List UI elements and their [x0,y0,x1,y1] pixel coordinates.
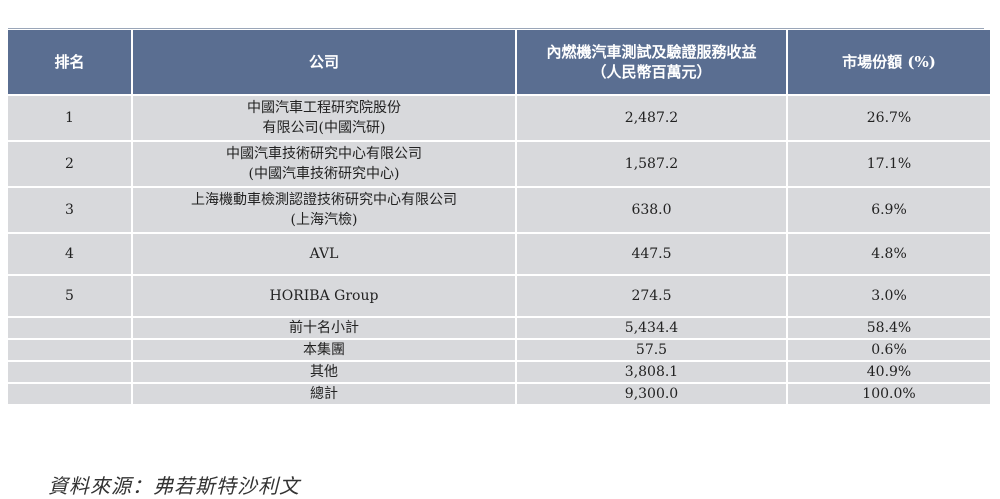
revenue-cell: 9,300.0 [517,384,786,404]
company-name: 上海機動車檢測認證技術研究中心有限公司 [191,192,457,208]
share-cell: 4.8% [788,234,990,274]
revenue-cell: 2,487.2 [517,96,786,140]
company-cell: 中國汽車工程研究院股份 有限公司(中國汽研) [133,96,515,140]
revenue-cell: 3,808.1 [517,362,786,382]
header-revenue-title: 內燃機汽車測試及驗證服務收益 [546,43,757,61]
empty-rank-cell [8,318,131,338]
table-row: 5 HORIBA Group 274.5 3.0% [8,276,990,316]
summary-row: 總計 9,300.0 100.0% [8,384,990,404]
empty-rank-cell [8,384,131,404]
summary-label: 本集團 [133,340,515,360]
company-cell: 中國汽車技術研究中心有限公司 (中國汽車技術研究中心) [133,142,515,186]
header-rank: 排名 [8,30,131,94]
empty-rank-cell [8,362,131,382]
summary-row: 本集團 57.5 0.6% [8,340,990,360]
company-cell: AVL [133,234,515,274]
summary-row: 其他 3,808.1 40.9% [8,362,990,382]
header-revenue-unit: （人民幣百萬元） [591,63,712,81]
company-name: HORIBA Group [269,288,379,304]
company-name: 中國汽車技術研究中心有限公司 [226,146,422,162]
summary-label: 總計 [133,384,515,404]
rank-cell: 1 [8,96,131,140]
source-note: 資料來源：弗若斯特沙利文 [48,474,300,498]
rank-cell: 3 [8,188,131,232]
table-top-rule [8,28,984,29]
header-revenue: 內燃機汽車測試及驗證服務收益 （人民幣百萬元） [517,30,786,94]
market-ranking-table: 排名 公司 內燃機汽車測試及驗證服務收益 （人民幣百萬元） 市場份額 (%) 1… [6,28,992,406]
company-name-cont: (中國汽車技術研究中心) [248,166,400,182]
revenue-cell: 447.5 [517,234,786,274]
revenue-cell: 274.5 [517,276,786,316]
share-cell: 0.6% [788,340,990,360]
table-row: 1 中國汽車工程研究院股份 有限公司(中國汽研) 2,487.2 26.7% [8,96,990,140]
revenue-cell: 57.5 [517,340,786,360]
company-name-cont: 有限公司(中國汽研) [262,120,386,136]
share-cell: 58.4% [788,318,990,338]
header-company: 公司 [133,30,515,94]
header-market-share: 市場份額 (%) [788,30,990,94]
table-row: 2 中國汽車技術研究中心有限公司 (中國汽車技術研究中心) 1,587.2 17… [8,142,990,186]
share-cell: 3.0% [788,276,990,316]
company-cell: 上海機動車檢測認證技術研究中心有限公司 (上海汽檢) [133,188,515,232]
rank-cell: 5 [8,276,131,316]
company-name: AVL [309,246,339,262]
table-row: 3 上海機動車檢測認證技術研究中心有限公司 (上海汽檢) 638.0 6.9% [8,188,990,232]
share-cell: 17.1% [788,142,990,186]
company-cell: HORIBA Group [133,276,515,316]
table-header-row: 排名 公司 內燃機汽車測試及驗證服務收益 （人民幣百萬元） 市場份額 (%) [8,30,990,94]
company-name: 中國汽車工程研究院股份 [247,100,401,116]
summary-label: 其他 [133,362,515,382]
share-cell: 40.9% [788,362,990,382]
revenue-cell: 638.0 [517,188,786,232]
summary-label: 前十名小計 [133,318,515,338]
rank-cell: 2 [8,142,131,186]
empty-rank-cell [8,340,131,360]
rank-cell: 4 [8,234,131,274]
share-cell: 26.7% [788,96,990,140]
share-cell: 6.9% [788,188,990,232]
share-cell: 100.0% [788,384,990,404]
summary-row: 前十名小計 5,434.4 58.4% [8,318,990,338]
revenue-cell: 1,587.2 [517,142,786,186]
revenue-cell: 5,434.4 [517,318,786,338]
company-name-cont: (上海汽檢) [290,212,358,228]
table-row: 4 AVL 447.5 4.8% [8,234,990,274]
